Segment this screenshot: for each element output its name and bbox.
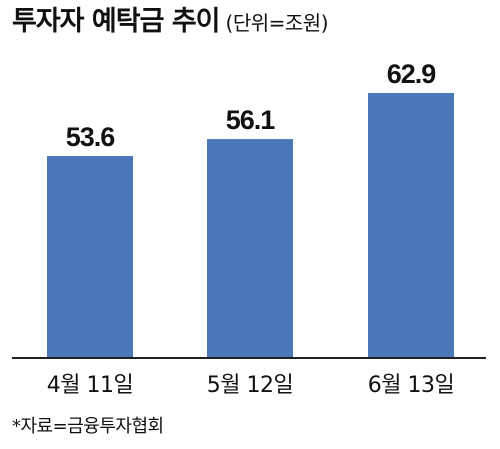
x-tick-label-1: 4월 11일 (47, 373, 133, 398)
x-tick-label-2: 5월 12일 (207, 373, 293, 398)
data-label-3: 62.9 (387, 59, 437, 89)
bar-3 (368, 93, 454, 358)
bars-layer (47, 93, 454, 358)
data-label-2: 56.1 (226, 105, 276, 135)
data-label-1: 53.6 (66, 122, 116, 152)
bar-2 (207, 139, 293, 358)
chart-title: 투자자 예탁금 추이 (12, 6, 221, 37)
chart-title-row: 투자자 예탁금 추이 (단위=조원) (12, 6, 329, 37)
unit-note: (단위=조원) (225, 11, 329, 35)
bar-1 (47, 156, 133, 358)
ticks-layer: 4월 11일 5월 12일 6월 13일 (47, 373, 455, 398)
labels-layer: 53.6 56.1 62.9 (66, 59, 438, 152)
x-tick-label-3: 6월 13일 (368, 373, 454, 398)
source-note: *자료=금융투자협회 (12, 416, 164, 437)
